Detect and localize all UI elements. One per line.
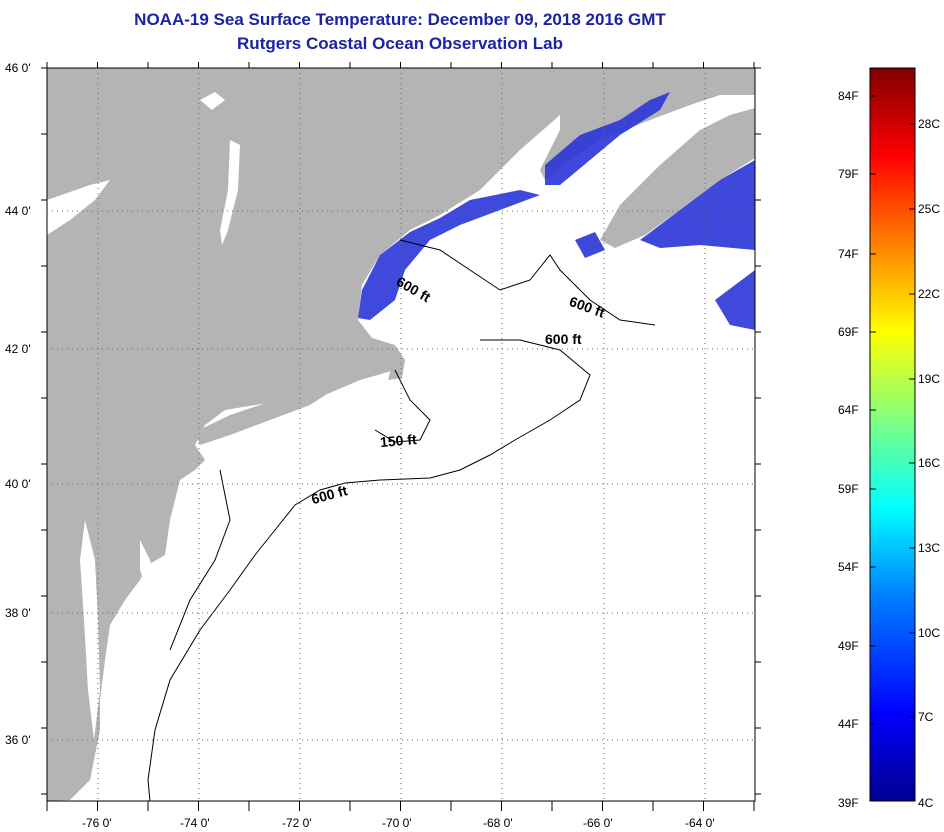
- land-us-mainland: [47, 68, 560, 801]
- lon-label-74: -74 0': [180, 816, 210, 830]
- cb-f-69: 69F: [838, 325, 859, 339]
- lake-moosehead: [200, 92, 225, 110]
- lat-label-40: 40 0': [5, 477, 31, 491]
- cb-f-54: 54F: [838, 560, 859, 574]
- lake-champlain: [220, 140, 240, 245]
- cb-f-59: 59F: [838, 482, 859, 496]
- lon-label-72: -72 0': [282, 816, 312, 830]
- lon-label-66: -66 0': [583, 816, 613, 830]
- lake-ontario: [47, 180, 110, 235]
- cb-f-49: 49F: [838, 639, 859, 653]
- colorbar-ticks: [870, 95, 915, 725]
- cb-f-64: 64F: [838, 403, 859, 417]
- lon-label-70: -70 0': [382, 816, 412, 830]
- land-cape-cod: [372, 338, 405, 380]
- cb-f-39: 39F: [838, 796, 859, 810]
- map-ticks: [41, 62, 761, 811]
- lon-label-68: -68 0': [483, 816, 513, 830]
- map-subtitle: Rutgers Coastal Ocean Observation Lab: [237, 34, 563, 53]
- contour-label-150: 150 ft: [379, 431, 417, 450]
- land-long-island: [195, 392, 330, 445]
- lon-label-64: -64 0': [685, 816, 715, 830]
- cb-c-16: 16C: [918, 456, 940, 470]
- cb-c-28: 28C: [918, 117, 940, 131]
- lat-label-38: 38 0': [5, 606, 31, 620]
- land-new-brunswick: [540, 68, 755, 180]
- lon-label-76: -76 0': [82, 816, 112, 830]
- cb-f-84: 84F: [838, 89, 859, 103]
- cb-c-4: 4C: [918, 796, 934, 810]
- colorbar: [869, 67, 916, 802]
- map-title: NOAA-19 Sea Surface Temperature: Decembe…: [134, 10, 666, 29]
- cb-c-19: 19C: [918, 372, 940, 386]
- lat-label-46: 46 0': [5, 61, 31, 75]
- sst-cold-water: [358, 92, 755, 330]
- lat-label-44: 44 0': [5, 204, 31, 218]
- land-nova-scotia: [600, 108, 755, 248]
- cb-f-44: 44F: [838, 717, 859, 731]
- contour-label-600-georges: 600 ft: [545, 331, 582, 347]
- cb-c-22: 22C: [918, 287, 940, 301]
- chesapeake-bay: [80, 520, 100, 740]
- cb-c-7: 7C: [918, 710, 934, 724]
- cb-c-25: 25C: [918, 202, 940, 216]
- cb-c-13: 13C: [918, 541, 940, 555]
- cb-f-74: 74F: [838, 247, 859, 261]
- cb-f-79: 79F: [838, 167, 859, 181]
- cb-c-10: 10C: [918, 626, 940, 640]
- delaware-bay: [140, 540, 160, 600]
- lat-label-36: 36 0': [5, 733, 31, 747]
- depth-contours: [147, 239, 656, 801]
- map-grid: [47, 68, 755, 801]
- lat-label-42: 42 0': [5, 342, 31, 356]
